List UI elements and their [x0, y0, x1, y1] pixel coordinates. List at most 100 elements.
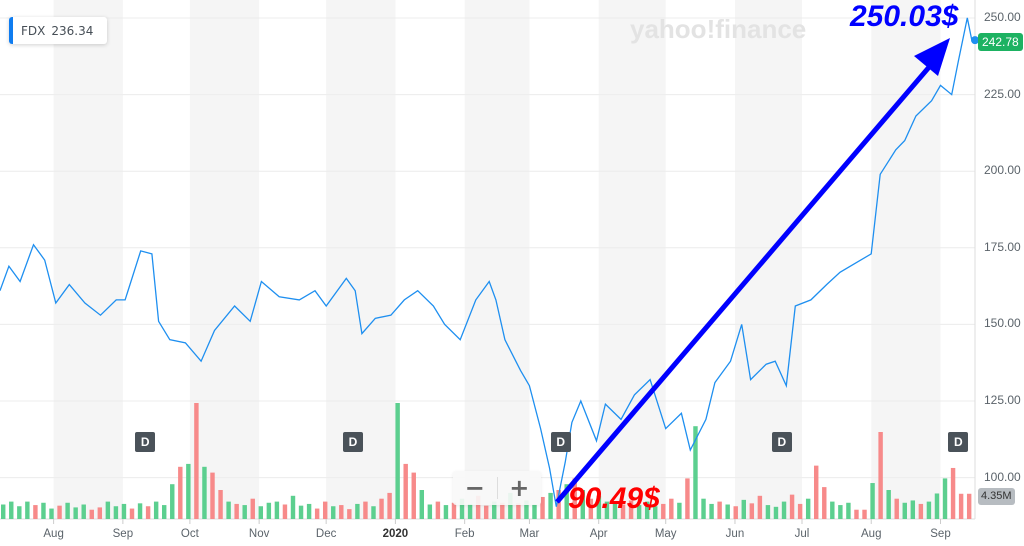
volume-bar [701, 498, 706, 519]
volume-bar [355, 503, 360, 519]
zoom-controls: − + [453, 471, 541, 505]
volume-bar [81, 504, 86, 519]
volume-bar [854, 509, 859, 519]
volume-bar [620, 504, 626, 519]
x-tick-label: Apr [589, 528, 608, 540]
volume-bar [532, 504, 537, 519]
volume-bar [41, 502, 46, 519]
volume-bar [492, 501, 497, 519]
month-band [734, 0, 802, 519]
x-tick-label: 2020 [382, 528, 409, 540]
volume-bar [153, 501, 159, 519]
volume-bar [709, 503, 714, 519]
volume-bar [290, 495, 296, 519]
volume-bar [347, 509, 352, 519]
x-tick-label: Jun [725, 528, 745, 540]
volume-bar [105, 501, 111, 519]
volume-bar [926, 501, 932, 519]
volume-bar [1, 504, 6, 519]
volume-bar [266, 502, 272, 519]
volume-bar [475, 495, 481, 519]
volume-bar [669, 498, 674, 519]
volume-bar [451, 502, 457, 519]
zoom-in-button[interactable]: + [509, 474, 530, 502]
volume-bar [870, 483, 875, 519]
volume-bar [612, 502, 618, 519]
volume-bar [556, 490, 561, 519]
zoom-out-button[interactable]: − [464, 474, 485, 502]
volume-bar [218, 490, 223, 519]
volume-bar [805, 498, 811, 519]
arrow-line [555, 64, 932, 504]
x-tick-label: Jul [794, 528, 810, 540]
dividend-marker[interactable]: D [342, 432, 363, 452]
y-tick-label: 150.00 [984, 316, 1021, 331]
ticker-label: FDX 236.34 [9, 17, 108, 44]
dividend-marker[interactable]: D [771, 432, 792, 452]
x-tick-label: Sep [112, 528, 134, 540]
volume-bar [250, 498, 255, 519]
volume-bar [322, 501, 328, 519]
volume-bar [202, 466, 207, 519]
dividend-marker[interactable]: D [550, 432, 571, 452]
volume-bar [298, 505, 304, 519]
volume-bar [306, 503, 312, 519]
volume-bar [781, 501, 787, 519]
volume-bar [950, 467, 956, 519]
volume-bar [572, 478, 577, 519]
volume-bar [395, 403, 400, 519]
volume-bar [604, 501, 610, 519]
volume-bar [339, 505, 344, 519]
dividend-marker[interactable]: D [948, 432, 969, 452]
y-tick-label: 125.00 [984, 393, 1021, 407]
volume-bar [427, 504, 433, 519]
volume-bar [822, 487, 827, 519]
volume-bar [210, 472, 215, 519]
volume-bar [862, 509, 867, 519]
yahoo-finance-watermark: yahoo!finance [630, 14, 807, 44]
price-line [0, 17, 973, 507]
volume-bar [186, 463, 191, 519]
volume-bar [113, 506, 119, 519]
volume-bar [145, 506, 151, 519]
volume-bar [548, 492, 553, 519]
volume-bar [878, 432, 883, 519]
volume-bar [387, 492, 392, 519]
dividend-marker[interactable]: D [135, 432, 156, 452]
x-tick-label: Sep [930, 528, 951, 540]
low-price-annotation: 90.49$ [568, 482, 660, 515]
x-tick-label: Nov [248, 528, 270, 540]
volume-bar [419, 490, 425, 519]
current-volume-tag: 4.35M [978, 488, 1015, 505]
volume-bar [97, 507, 103, 519]
y-tick-label: 200.00 [984, 163, 1021, 178]
month-band [53, 0, 123, 519]
month-band [189, 0, 260, 519]
volume-bar [838, 505, 843, 519]
volume-bar [178, 466, 183, 519]
volume-bar [741, 499, 746, 519]
volume-bar [459, 498, 465, 519]
volume-bar [508, 492, 513, 519]
x-tick-label: May [654, 528, 677, 540]
volume-bar [33, 505, 38, 519]
volume-bar [483, 505, 489, 519]
volume-bar [958, 493, 964, 519]
volume-bar [644, 501, 650, 519]
volume-bar [137, 503, 143, 519]
volume-bar [49, 508, 54, 519]
volume-bar [17, 506, 22, 519]
volume-bar [846, 502, 851, 519]
volume-bar [274, 501, 280, 519]
volume-bar [73, 507, 78, 519]
ticker-symbol: FDX [21, 23, 46, 38]
volume-bar [435, 501, 441, 519]
volume-bar [966, 493, 972, 519]
volume-bar [580, 490, 585, 519]
volume-bar [596, 495, 602, 519]
volume-bar [757, 495, 763, 519]
volume-bar [540, 496, 545, 519]
volume-bar [830, 501, 835, 519]
volume-bar [894, 498, 899, 519]
